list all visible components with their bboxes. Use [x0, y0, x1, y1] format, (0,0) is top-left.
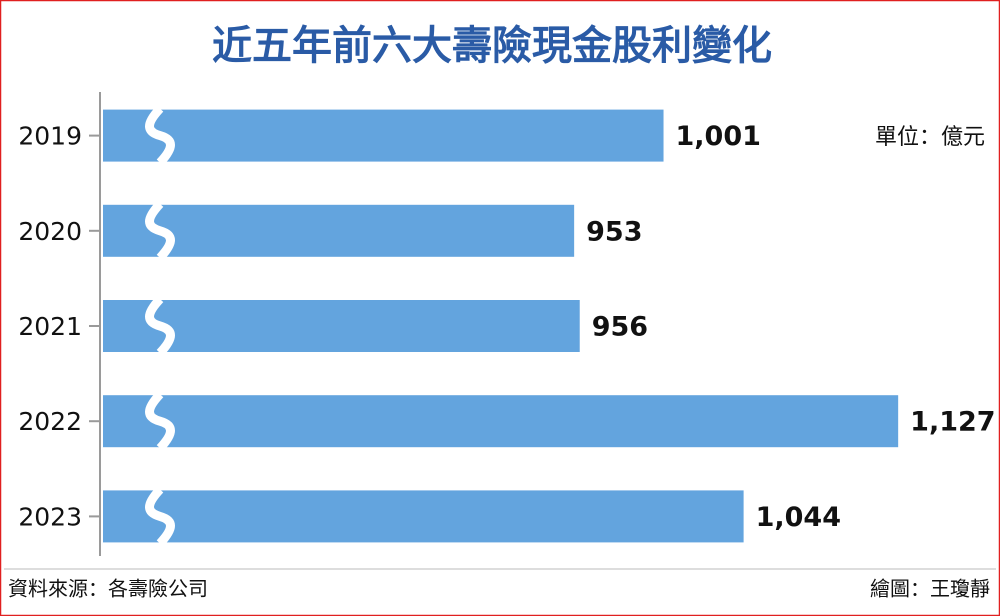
bar [103, 490, 744, 543]
y-tick-label: 2021 [18, 312, 82, 341]
value-label: 1,044 [756, 502, 841, 533]
bar [103, 109, 664, 162]
axis-break [145, 486, 175, 547]
bar [103, 204, 575, 257]
y-tick-label: 2023 [18, 502, 82, 531]
chart-title: 近五年前六大壽險現金股利變化 [212, 23, 772, 69]
axis-break [145, 295, 175, 357]
y-tick-label: 2019 [18, 122, 82, 151]
bar [103, 395, 899, 448]
value-label: 1,001 [676, 121, 761, 152]
y-tick-label: 2022 [18, 407, 82, 436]
axis-break [145, 105, 175, 166]
axis-break [145, 200, 175, 261]
y-tick-label: 2020 [18, 217, 82, 246]
value-label: 956 [592, 312, 648, 343]
value-label: 953 [586, 216, 642, 247]
credit: 繪圖：王瓊靜 [870, 577, 990, 601]
axis-break [145, 391, 175, 452]
source: 資料來源：各壽險公司 [8, 577, 208, 601]
unit-label: 單位：億元 [875, 125, 985, 150]
value-label: 1,127 [910, 407, 995, 438]
bar [103, 300, 580, 352]
